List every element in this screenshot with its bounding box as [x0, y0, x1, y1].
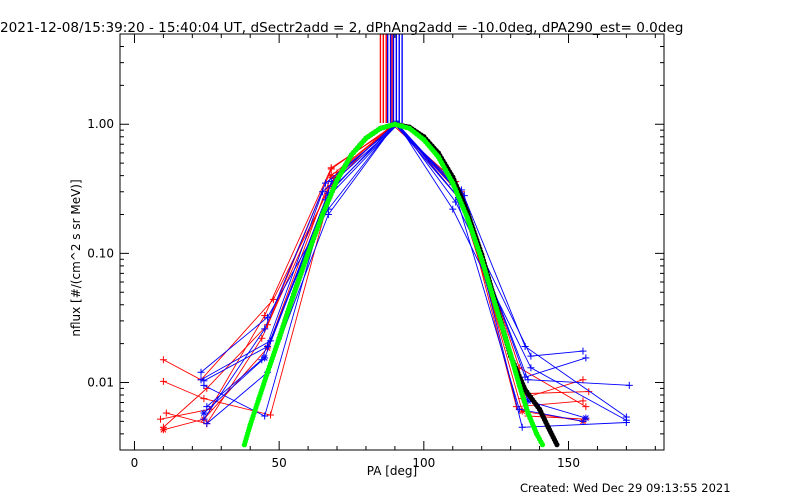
fit-point-15-24	[539, 442, 546, 448]
series-line-1	[163, 123, 587, 408]
series-line-3	[163, 123, 584, 416]
y-tick-label-1: 0.10	[87, 246, 114, 260]
y-tick-label-0: 0.01	[87, 375, 114, 389]
x-tick-label-2: 100	[412, 456, 435, 470]
marker-d2-5-0	[160, 426, 167, 433]
series-12	[200, 120, 587, 425]
series-line-8	[206, 123, 627, 421]
marker-d2-5-6	[519, 408, 526, 415]
marker-d2-13-1	[261, 354, 268, 361]
series-7	[197, 120, 630, 421]
series-13	[200, 120, 590, 422]
y-tick-label-2: 1.00	[87, 117, 114, 131]
series-4	[162, 120, 590, 428]
series-line-10	[200, 123, 584, 381]
x-tick-label-3: 150	[557, 456, 580, 470]
series-15	[241, 121, 546, 448]
series-11	[203, 120, 590, 428]
marker-d2-13-0	[200, 410, 207, 416]
series-line-7	[200, 123, 627, 418]
marker-d2-5-3	[328, 172, 335, 179]
series-14	[276, 121, 560, 448]
series-10	[197, 120, 587, 384]
x-tick-label-0: 0	[131, 456, 139, 470]
series-3	[159, 120, 587, 419]
x-tick-label-1: 50	[272, 456, 287, 470]
marker-d2-13-6	[582, 415, 589, 422]
fit-point-14-20	[554, 442, 560, 448]
series-line-13	[203, 123, 587, 419]
series-line-5	[163, 123, 584, 431]
x-axis-label: PA [deg]	[367, 464, 417, 478]
created-timestamp: Created: Wed Dec 29 09:13:55 2021	[520, 481, 731, 495]
series-line-4	[166, 123, 586, 425]
plot-title: 2021-12-08/15:39:20 - 15:40:04 UT, dSect…	[0, 20, 684, 36]
plot-frame	[119, 33, 665, 451]
y-axis-label: nflux [#/(cm^2 s sr MeV)]	[69, 179, 83, 336]
